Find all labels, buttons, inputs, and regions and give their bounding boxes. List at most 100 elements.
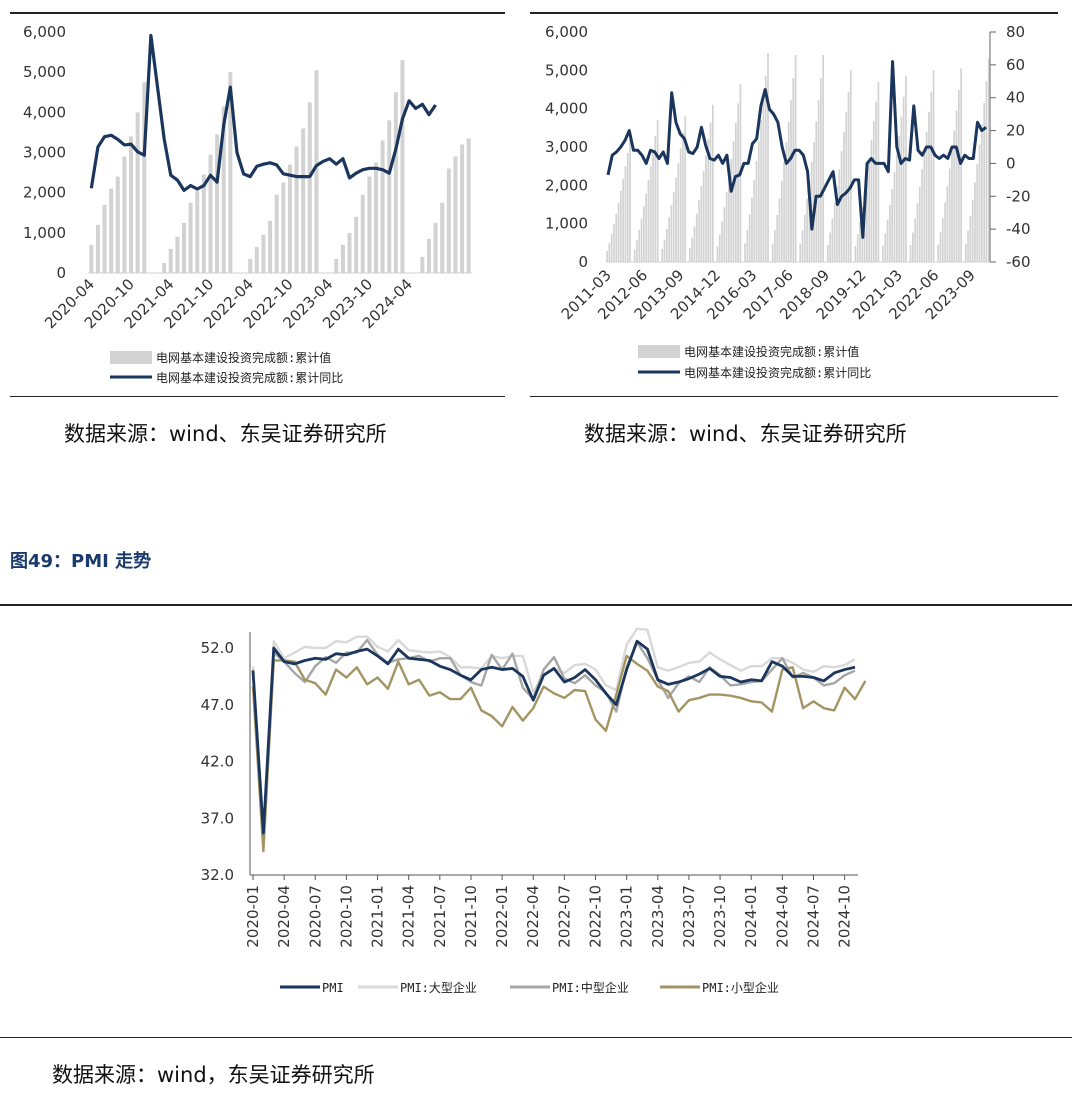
bar (751, 197, 753, 262)
legend-label: PMI:大型企业 (400, 980, 477, 995)
bar (700, 186, 703, 262)
bar (866, 174, 868, 262)
bar (617, 202, 620, 262)
bar (393, 92, 398, 273)
bar (274, 194, 279, 273)
bar (682, 132, 684, 262)
bar (440, 202, 445, 273)
bar (175, 236, 180, 273)
y-tick-label: 0 (56, 264, 66, 282)
bar (820, 77, 822, 263)
bar (951, 150, 953, 262)
x-tick-label: 2024-01 (742, 885, 760, 948)
y2-tick-label: 20 (1006, 122, 1025, 140)
y2-tick-label: 0 (1006, 154, 1016, 172)
bar (843, 132, 845, 262)
bar (734, 122, 737, 262)
bar (135, 112, 140, 273)
bar (619, 191, 622, 262)
bar (900, 116, 903, 262)
left-chart-bottom-rule (10, 396, 505, 397)
legend-label: PMI:小型企业 (702, 980, 779, 995)
bar (969, 215, 972, 262)
bar (856, 234, 859, 262)
bar (684, 116, 687, 262)
x-tick-label: 2021-07 (431, 885, 449, 948)
legend-swatch-bar (110, 351, 152, 364)
bar (254, 246, 259, 273)
y-tick-label: 32.0 (201, 866, 234, 884)
bar (753, 180, 756, 262)
bar (946, 186, 949, 262)
bar (806, 198, 808, 262)
pmi-series-line (251, 639, 856, 835)
bar (360, 194, 365, 273)
bar (294, 146, 299, 273)
bar (925, 132, 928, 262)
bar (663, 239, 666, 262)
pmi-chart-bottom-rule (0, 1037, 1072, 1038)
bar (446, 168, 451, 273)
bar (723, 207, 726, 262)
y-tick-label: 42.0 (201, 753, 234, 771)
bar (836, 186, 838, 262)
bar (661, 249, 664, 262)
bar (764, 76, 767, 262)
pmi-chart-top-rule (0, 604, 1072, 606)
bar (215, 134, 220, 273)
bar (783, 162, 785, 262)
bar (780, 180, 783, 262)
bar (340, 244, 345, 273)
bar (647, 179, 650, 262)
bar (652, 151, 654, 262)
bar (974, 182, 976, 262)
bar (967, 230, 969, 262)
bar (847, 91, 850, 262)
left-grid-investment-chart: 01,0002,0003,0004,0005,0006,0002020-0420… (23, 23, 472, 385)
bar (624, 166, 627, 262)
bar (453, 156, 458, 273)
bar (817, 100, 820, 262)
bar (748, 214, 751, 262)
bar (912, 232, 914, 262)
bar (261, 234, 266, 273)
bar (182, 222, 186, 273)
bar (902, 96, 905, 262)
y2-tick-label: 80 (1006, 23, 1025, 41)
bar (744, 243, 746, 262)
bar (757, 141, 760, 262)
bar (939, 232, 942, 262)
bar (334, 258, 339, 273)
y-tick-label: 4,000 (545, 100, 588, 118)
y2-tick-label: 60 (1006, 56, 1025, 74)
bar (122, 156, 127, 273)
bar (868, 157, 871, 262)
bar (755, 161, 758, 262)
bar (162, 262, 167, 273)
bar (774, 230, 776, 262)
x-tick-label: 2020-10 (337, 885, 355, 948)
bar (638, 229, 641, 262)
bar (886, 219, 889, 262)
bar (971, 199, 974, 262)
bar (672, 191, 675, 262)
yoy-line (89, 33, 437, 192)
x-tick-label: 2024-07 (804, 885, 822, 948)
bar (636, 240, 638, 262)
right-grid-investment-chart: 0 1,000 2,000 3,000 4,000 5,000 6,000 -60 -40 -20… (545, 23, 1031, 380)
bar (426, 238, 431, 273)
bar (985, 81, 988, 262)
bar (679, 148, 682, 262)
bar (958, 89, 960, 263)
bar (728, 175, 730, 262)
bar (668, 217, 670, 262)
bar (610, 234, 613, 262)
x-tick-label: 2023-01 (618, 885, 636, 948)
y-tick-label: 52.0 (201, 639, 234, 657)
bar (622, 178, 624, 262)
bar (649, 165, 652, 262)
bar (893, 172, 896, 262)
bar (882, 245, 884, 262)
left-source-note: 数据来源：wind、东吴证券研究所 (64, 422, 387, 446)
y2-tick-label: -20 (1006, 187, 1031, 205)
